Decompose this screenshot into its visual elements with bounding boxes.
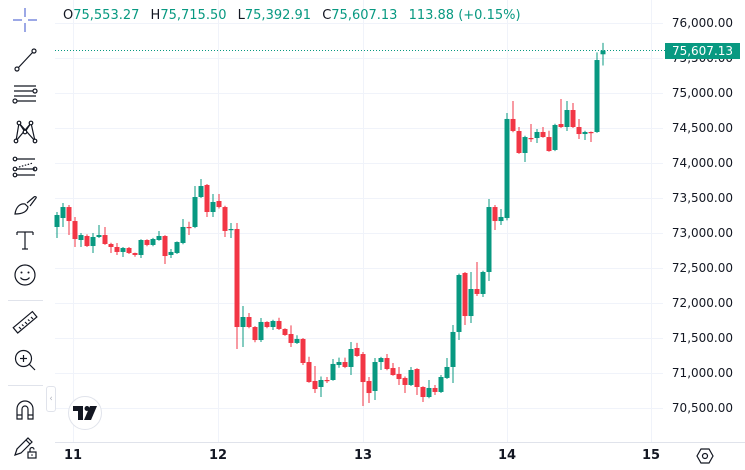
emoji-icon — [14, 264, 36, 286]
emoji-tool-button[interactable] — [11, 261, 39, 289]
magnet-icon — [16, 400, 34, 420]
price-tick-label: 71,500.00 — [671, 331, 733, 345]
price-tick-label: 74,500.00 — [671, 121, 733, 135]
high-value: 75,715.50 — [160, 8, 227, 23]
time-tick-label: 11 — [63, 448, 83, 463]
toolbar-separator — [8, 385, 43, 386]
text-icon — [16, 231, 34, 250]
trend-line-tool-button[interactable] — [11, 46, 39, 74]
text-tool-button[interactable] — [11, 226, 39, 254]
brush-tool-button[interactable] — [11, 191, 39, 219]
low-value: 75,392.91 — [244, 8, 312, 23]
price-tick-label: 73,500.00 — [671, 191, 733, 205]
candlestick-series — [54, 42, 606, 406]
time-tick-label: 12 — [208, 448, 228, 463]
price-tick-label: 70,500.00 — [671, 401, 733, 415]
zoom-in-tool-button[interactable] — [11, 346, 39, 374]
price-tick-label: 74,000.00 — [671, 156, 733, 170]
tradingview-logo-icon — [73, 406, 97, 420]
settings-hexagon-icon — [696, 448, 714, 464]
lock-drawings-icon — [14, 437, 37, 459]
zoom-in-icon — [14, 349, 36, 371]
last-price-badge: 75,607.13 — [665, 43, 740, 59]
price-tick-label: 72,500.00 — [671, 261, 733, 275]
chart-grid — [55, 0, 663, 442]
fib-channel-tool-button[interactable] — [11, 154, 39, 182]
close-label: C — [322, 8, 332, 23]
drawing-toolbar — [0, 0, 50, 470]
open-value: 75,553.27 — [73, 8, 140, 23]
ruler-tool-button[interactable] — [11, 309, 39, 337]
price-tick-label: 76,000.00 — [671, 16, 733, 30]
crosshair-tool-button[interactable] — [11, 6, 39, 34]
trend-line-icon — [14, 48, 37, 72]
lock-drawings-tool-button[interactable] — [11, 433, 39, 461]
open-label: O — [63, 8, 74, 23]
close-value: 75,607.13 — [331, 8, 398, 23]
magnet-tool-button[interactable] — [11, 396, 39, 424]
fib-channel-icon — [12, 156, 38, 178]
low-label: L — [237, 8, 245, 23]
ohlc-legend: O75,553.27 H75,715.50 L75,392.91 C75,607… — [63, 8, 521, 23]
price-tick-label: 75,000.00 — [671, 86, 733, 100]
toolbar-separator — [8, 300, 43, 301]
price-tick-label: 71,000.00 — [671, 366, 733, 380]
price-tick-label: 73,000.00 — [671, 226, 733, 240]
crosshair-icon — [13, 8, 37, 32]
time-tick-label: 15 — [641, 448, 661, 463]
time-tick-label: 13 — [353, 448, 373, 463]
high-label: H — [150, 8, 161, 23]
horizontal-lines-icon — [12, 85, 38, 104]
pattern-icon — [13, 120, 38, 144]
change-value: 113.88 (+0.15%) — [408, 8, 521, 23]
pattern-tool-button[interactable] — [11, 118, 39, 146]
ruler-icon — [12, 310, 38, 334]
horizontal-lines-tool-button[interactable] — [11, 81, 39, 109]
chart-settings-button[interactable] — [696, 447, 714, 465]
tradingview-logo[interactable] — [68, 396, 102, 430]
price-tick-label: 72,000.00 — [671, 296, 733, 310]
time-tick-label: 14 — [497, 448, 517, 463]
collapse-toolbar-button[interactable]: ‹ — [46, 386, 56, 412]
brush-icon — [14, 195, 37, 215]
